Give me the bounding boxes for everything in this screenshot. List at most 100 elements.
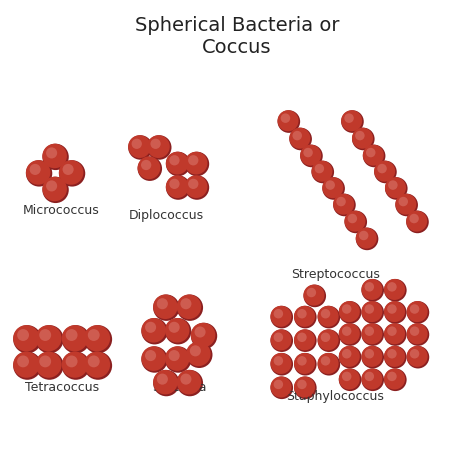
Circle shape — [384, 279, 405, 300]
Circle shape — [352, 128, 374, 150]
Circle shape — [339, 301, 361, 324]
Circle shape — [339, 323, 361, 346]
Circle shape — [273, 333, 283, 342]
Circle shape — [150, 139, 161, 149]
Circle shape — [128, 135, 151, 158]
Circle shape — [387, 327, 397, 336]
Circle shape — [153, 370, 180, 396]
Circle shape — [190, 345, 201, 356]
Circle shape — [153, 294, 180, 321]
Circle shape — [289, 128, 310, 149]
Circle shape — [177, 294, 203, 321]
Circle shape — [318, 306, 340, 328]
Circle shape — [165, 346, 191, 373]
Circle shape — [303, 284, 326, 307]
Circle shape — [271, 353, 292, 374]
Circle shape — [384, 346, 405, 367]
Circle shape — [339, 368, 361, 391]
Circle shape — [339, 346, 360, 367]
Circle shape — [294, 353, 315, 374]
Circle shape — [374, 161, 395, 182]
Circle shape — [339, 368, 360, 390]
Circle shape — [347, 214, 357, 223]
Circle shape — [345, 210, 365, 232]
Circle shape — [311, 161, 334, 183]
Circle shape — [153, 294, 178, 319]
Circle shape — [359, 231, 368, 240]
Circle shape — [165, 346, 190, 371]
Circle shape — [322, 177, 345, 200]
Text: Sarcinea: Sarcinea — [152, 381, 207, 394]
Circle shape — [188, 155, 199, 165]
Circle shape — [406, 210, 427, 232]
Circle shape — [177, 294, 201, 319]
Circle shape — [273, 309, 283, 319]
Circle shape — [42, 144, 67, 168]
Circle shape — [366, 148, 375, 157]
Circle shape — [384, 301, 405, 322]
Circle shape — [141, 160, 151, 170]
Circle shape — [333, 194, 354, 215]
Circle shape — [157, 374, 168, 385]
Circle shape — [341, 110, 364, 133]
Circle shape — [166, 175, 191, 200]
Circle shape — [165, 318, 191, 345]
Circle shape — [147, 135, 172, 160]
Circle shape — [36, 352, 62, 378]
Circle shape — [145, 322, 156, 333]
Circle shape — [361, 323, 384, 346]
Circle shape — [384, 368, 405, 390]
Circle shape — [342, 372, 351, 381]
Circle shape — [169, 322, 180, 333]
Circle shape — [388, 180, 398, 190]
Circle shape — [365, 304, 374, 314]
Circle shape — [321, 309, 330, 319]
Circle shape — [311, 161, 332, 182]
Circle shape — [294, 306, 317, 328]
Circle shape — [17, 329, 29, 341]
Circle shape — [407, 323, 429, 346]
Text: Diplococcus: Diplococcus — [128, 209, 204, 222]
Circle shape — [185, 175, 209, 200]
Circle shape — [303, 284, 325, 306]
Circle shape — [365, 372, 374, 381]
Circle shape — [384, 323, 405, 344]
Circle shape — [361, 346, 384, 368]
Circle shape — [13, 325, 39, 351]
Circle shape — [387, 282, 397, 292]
Circle shape — [137, 156, 162, 181]
Circle shape — [410, 349, 419, 358]
Circle shape — [294, 376, 317, 399]
Circle shape — [185, 175, 208, 198]
Circle shape — [271, 329, 293, 352]
Circle shape — [141, 346, 166, 371]
Circle shape — [62, 325, 88, 351]
Circle shape — [271, 353, 293, 375]
Circle shape — [339, 323, 360, 344]
Circle shape — [141, 318, 168, 345]
Circle shape — [361, 346, 383, 367]
Circle shape — [297, 380, 307, 389]
Circle shape — [410, 327, 419, 336]
Circle shape — [363, 145, 384, 166]
Circle shape — [365, 327, 374, 336]
Circle shape — [13, 325, 41, 354]
Circle shape — [169, 350, 180, 361]
Circle shape — [36, 325, 64, 354]
Circle shape — [84, 325, 110, 351]
Circle shape — [141, 318, 166, 343]
Circle shape — [307, 288, 316, 297]
Circle shape — [361, 323, 383, 344]
Circle shape — [345, 210, 367, 233]
Circle shape — [318, 353, 338, 374]
Circle shape — [352, 128, 373, 149]
Circle shape — [384, 301, 407, 324]
Circle shape — [361, 279, 384, 301]
Circle shape — [322, 177, 343, 198]
Circle shape — [191, 323, 217, 349]
Circle shape — [407, 346, 428, 367]
Circle shape — [29, 164, 41, 175]
Circle shape — [385, 177, 406, 198]
Circle shape — [145, 350, 156, 361]
Circle shape — [384, 279, 407, 301]
